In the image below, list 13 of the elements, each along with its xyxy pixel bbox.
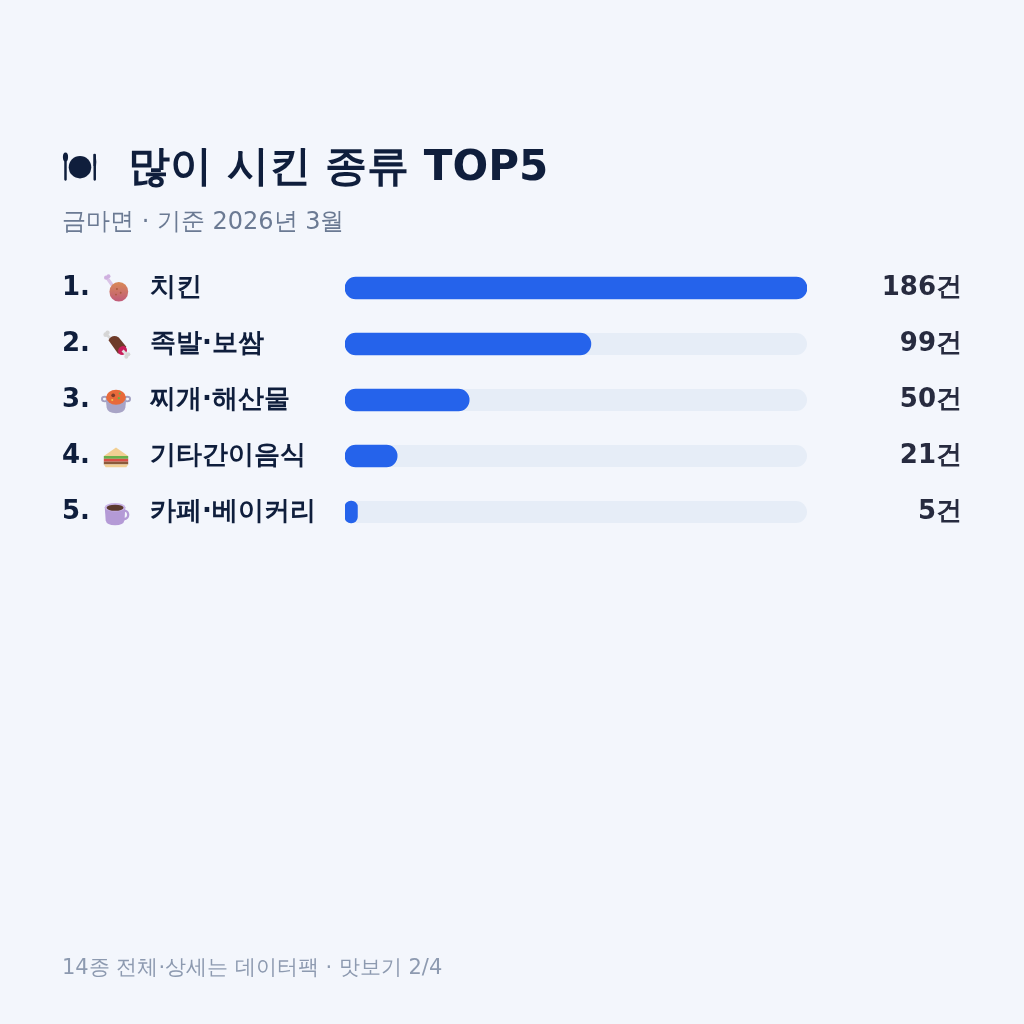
category-label: 5. 카페·베이커리 — [62, 494, 316, 525]
data-label: 21건 — [899, 438, 962, 469]
data-label: 99건 — [899, 326, 962, 357]
chart-subtitle: 금마면 · 기준 2026년 3월 — [62, 206, 345, 237]
data-label: 5건 — [917, 494, 962, 525]
category-label: 3. 찌개·해산물 — [62, 382, 290, 413]
category-label: 4. 기타간이음식 — [62, 438, 306, 469]
data-label: 50건 — [899, 382, 962, 413]
chart-title: 많이 시킨 종류 TOP5 — [128, 140, 549, 192]
category-label: 1. 치킨 — [62, 270, 202, 301]
data-label: 186건 — [881, 270, 962, 301]
text: 14종 전체·상세는 데이터팩 · 맛보기 2/4 — [62, 954, 443, 981]
category-label: 2. 족발·보쌈 — [62, 326, 264, 357]
